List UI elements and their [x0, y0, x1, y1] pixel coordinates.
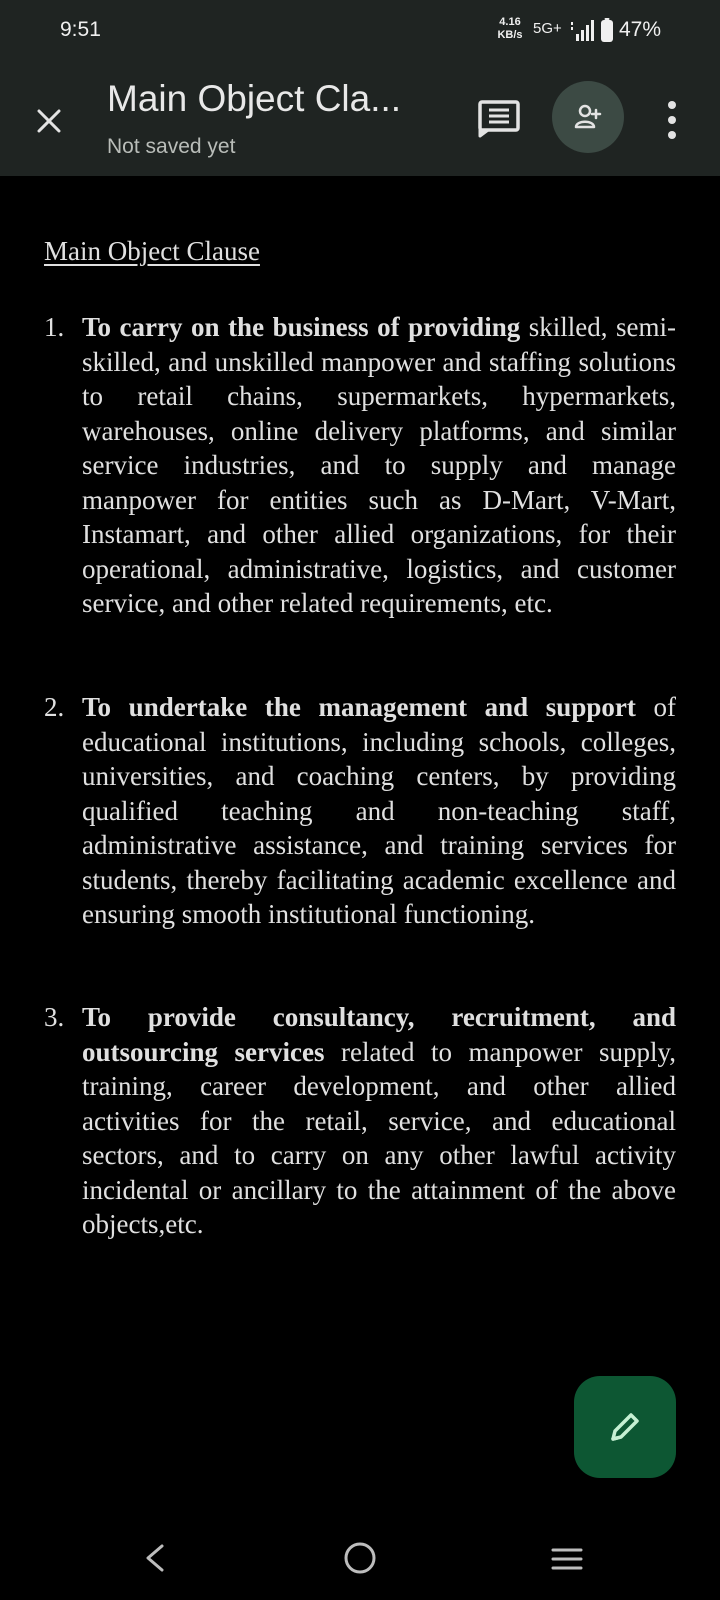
back-icon[interactable] [140, 1540, 170, 1576]
battery-icon [601, 18, 613, 42]
clause-body: of educational institutions, including s… [82, 692, 676, 929]
signal-icon [571, 20, 594, 41]
home-icon[interactable] [342, 1540, 378, 1576]
clause-number: 1. [44, 312, 65, 342]
clause-bold-lead: To provide consultancy, recruitment, and… [82, 1002, 676, 1067]
share-button[interactable] [552, 81, 624, 153]
network-speed-value: 4.16 [499, 16, 521, 28]
clause-text: To provide consultancy, recruitment, and… [82, 1000, 676, 1242]
battery-percentage: 47% [619, 18, 662, 41]
navigation-bar [0, 1524, 720, 1600]
document-body[interactable]: Main Object Clause 1. To carry on the bu… [0, 176, 720, 1524]
network-speed: 4.16 KB/s [492, 16, 528, 42]
status-bar: 9:51 4.16 KB/s 5G+ 47% [0, 0, 720, 62]
more-vert-icon[interactable] [660, 98, 684, 142]
network-speed-unit: KB/s [497, 29, 523, 41]
document-title[interactable]: Main Object Cla... [107, 78, 402, 119]
edit-pencil-icon [611, 1413, 639, 1441]
add-person-icon [574, 104, 602, 129]
clause-body: skilled, semi-skilled, and unskilled man… [82, 312, 676, 618]
document-outline-icon[interactable] [478, 100, 520, 138]
clause-number: 3. [44, 1002, 65, 1032]
close-icon[interactable] [34, 106, 64, 136]
clause-bold-lead: To carry on the business of providing [82, 312, 521, 342]
clause-text: To carry on the business of providing sk… [82, 310, 676, 621]
status-time: 9:51 [60, 18, 101, 41]
edit-button[interactable] [574, 1376, 676, 1478]
app-bar: Main Object Cla... Not saved yet [0, 62, 720, 176]
save-status: Not saved yet [107, 135, 236, 158]
clause-number: 2. [44, 692, 65, 722]
document-heading: Main Object Clause [44, 236, 260, 266]
network-type: 5G+ [533, 20, 562, 37]
recents-icon[interactable] [550, 1542, 584, 1576]
clause-text: To undertake the management and support … [82, 690, 676, 932]
clause-bold-lead: To undertake the management and support [82, 692, 636, 722]
clause-body: related to manpower supply, training, ca… [82, 1036, 676, 1240]
